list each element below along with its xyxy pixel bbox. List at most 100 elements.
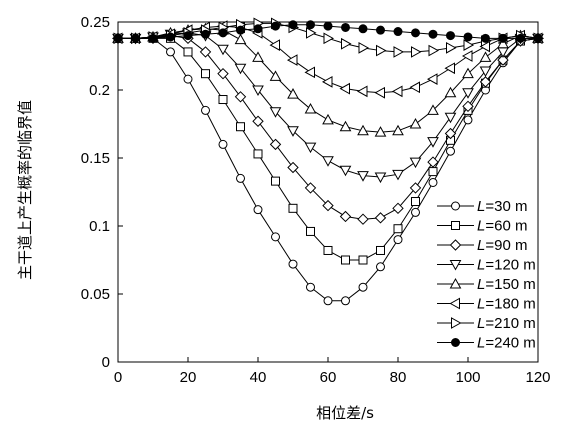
data-point xyxy=(463,39,475,51)
legend-marker xyxy=(449,297,460,310)
series-4 xyxy=(112,28,544,184)
data-point xyxy=(393,235,403,245)
data-point xyxy=(357,171,369,182)
data-point xyxy=(393,224,403,234)
x-tick-label: 60 xyxy=(320,369,337,386)
data-point xyxy=(218,95,228,105)
data-point xyxy=(393,27,403,37)
data-point xyxy=(444,127,457,140)
data-point xyxy=(148,33,158,43)
legend: L=30 mL=60 mL=90 mL=120 mL=150 mL=180 mL… xyxy=(437,198,536,352)
legend-label: L=210 m xyxy=(477,315,536,332)
data-point xyxy=(479,66,492,77)
data-point xyxy=(479,51,492,62)
data-point xyxy=(234,91,247,103)
data-point xyxy=(392,169,404,181)
data-point xyxy=(374,86,385,99)
data-point xyxy=(374,126,387,137)
legend-marker xyxy=(451,201,460,211)
data-point xyxy=(428,29,438,39)
legend-label-suffix: =180 m xyxy=(485,296,535,313)
data-point xyxy=(269,138,282,151)
series-line xyxy=(118,37,539,302)
legend-label: L=120 m xyxy=(477,257,536,274)
legend-label-suffix: =30 m xyxy=(485,198,527,215)
y-tick-label: 0.05 xyxy=(81,286,110,303)
data-point xyxy=(463,32,473,42)
data-point xyxy=(323,21,333,31)
data-point xyxy=(462,88,474,99)
data-point xyxy=(357,213,369,225)
legend-label: L=180 m xyxy=(477,296,536,313)
series-line xyxy=(118,32,538,178)
data-point xyxy=(217,44,229,56)
legend-label-prefix: L xyxy=(477,198,485,215)
y-tick-label: 0.2 xyxy=(89,82,110,99)
x-tick-label: 80 xyxy=(390,369,407,386)
data-point xyxy=(428,44,440,57)
data-point xyxy=(286,54,298,66)
x-tick-label: 20 xyxy=(180,369,197,386)
legend-entry: L=150 m xyxy=(437,276,536,293)
data-point xyxy=(358,255,368,265)
data-point xyxy=(533,33,543,43)
legend-entry: L=120 m xyxy=(437,257,536,274)
plot-border xyxy=(117,21,539,363)
legend-entry: L=180 m xyxy=(437,296,536,313)
legend-marker xyxy=(449,260,462,271)
legend-entry: L=210 m xyxy=(437,315,536,332)
y-axis-title: 主干道上产生概率的临界值 xyxy=(16,100,34,280)
data-point xyxy=(201,69,210,79)
legend-label: L=60 m xyxy=(477,218,527,235)
legend-marker xyxy=(451,338,460,347)
data-point xyxy=(341,296,350,306)
data-point xyxy=(376,262,385,272)
data-point xyxy=(411,46,422,58)
data-point xyxy=(321,75,333,88)
data-point xyxy=(498,33,508,43)
data-point xyxy=(446,146,455,156)
data-point xyxy=(269,70,282,81)
data-point xyxy=(201,29,210,39)
legend-entry: L=30 m xyxy=(437,198,527,215)
data-point xyxy=(427,104,439,115)
y-tick-label: 0.15 xyxy=(81,150,110,167)
data-point xyxy=(341,22,350,32)
data-point xyxy=(444,86,457,98)
legend-label-suffix: =150 m xyxy=(485,276,535,293)
legend-label-prefix: L xyxy=(477,257,485,274)
series-6 xyxy=(111,20,543,99)
plot-frame xyxy=(117,21,539,363)
data-point xyxy=(428,167,438,177)
data-point xyxy=(341,37,352,50)
y-tick-label: 0.25 xyxy=(81,14,110,31)
legend-label: L=30 m xyxy=(477,198,527,215)
legend-entry: L=240 m xyxy=(437,335,536,352)
legend-label: L=240 m xyxy=(477,335,536,352)
data-point xyxy=(446,41,457,54)
legend-label: L=150 m xyxy=(477,276,536,293)
data-point xyxy=(252,115,264,127)
data-point xyxy=(304,103,317,114)
x-axis-title: 相位差/s xyxy=(316,404,374,422)
series-layer xyxy=(111,17,545,306)
data-point xyxy=(287,126,299,137)
data-point xyxy=(481,33,490,43)
data-point xyxy=(392,202,404,215)
legend-marker xyxy=(449,239,462,251)
x-tick-label: 40 xyxy=(250,369,267,386)
data-point xyxy=(427,137,439,148)
data-point xyxy=(304,182,317,194)
data-point xyxy=(218,28,228,38)
data-point xyxy=(306,27,317,39)
data-point xyxy=(269,107,282,118)
data-point xyxy=(409,81,420,94)
legend-label-suffix: =120 m xyxy=(485,257,535,274)
data-point xyxy=(497,54,509,66)
data-point xyxy=(374,172,387,184)
data-point xyxy=(322,113,334,125)
data-point xyxy=(323,245,333,255)
legend-label: L=90 m xyxy=(477,237,527,254)
data-point xyxy=(218,139,228,149)
